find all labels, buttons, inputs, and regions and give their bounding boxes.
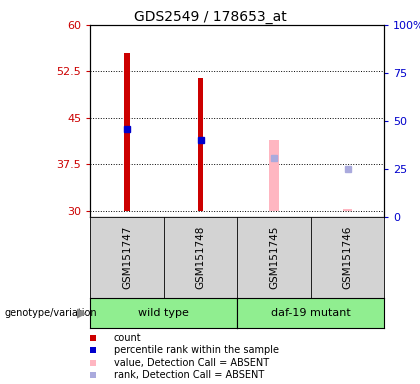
Text: GSM151747: GSM151747: [122, 225, 132, 289]
Bar: [124, 53, 130, 211]
Text: daf-19 mutant: daf-19 mutant: [271, 308, 351, 318]
Text: GSM151746: GSM151746: [343, 225, 352, 289]
Text: ▶: ▶: [76, 306, 86, 319]
Text: wild type: wild type: [138, 308, 189, 318]
Text: value, Detection Call = ABSENT: value, Detection Call = ABSENT: [114, 358, 269, 367]
Text: rank, Detection Call = ABSENT: rank, Detection Call = ABSENT: [114, 370, 264, 380]
Text: GSM151745: GSM151745: [269, 225, 279, 289]
Text: percentile rank within the sample: percentile rank within the sample: [114, 345, 279, 355]
Bar: [343, 209, 352, 211]
Text: GSM151748: GSM151748: [196, 225, 205, 289]
Bar: [198, 78, 203, 211]
Text: GDS2549 / 178653_at: GDS2549 / 178653_at: [134, 10, 286, 23]
Text: genotype/variation: genotype/variation: [4, 308, 97, 318]
Text: count: count: [114, 333, 142, 343]
Bar: [269, 139, 279, 211]
